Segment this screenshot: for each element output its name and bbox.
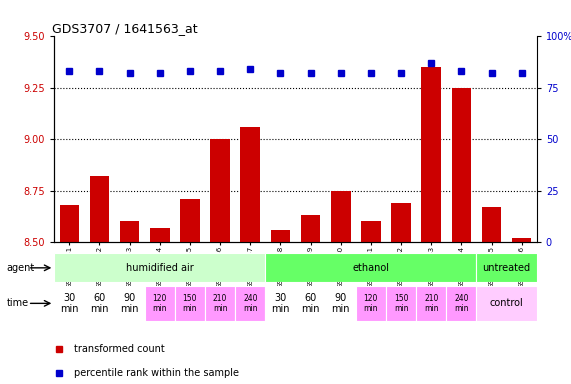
Bar	[476, 286, 537, 321]
Bar	[452, 88, 471, 242]
Text: agent: agent	[7, 263, 35, 273]
Bar	[144, 286, 175, 321]
Text: 60
min: 60 min	[90, 293, 108, 314]
Bar	[266, 253, 476, 282]
Bar	[331, 190, 351, 242]
Text: control: control	[490, 298, 524, 308]
Bar	[356, 286, 386, 321]
Bar	[416, 286, 447, 321]
Bar	[421, 67, 441, 242]
Bar	[235, 286, 266, 321]
Text: 210
min: 210 min	[424, 294, 439, 313]
Text: untreated: untreated	[482, 263, 530, 273]
Bar	[386, 286, 416, 321]
Text: 30
min: 30 min	[271, 293, 289, 314]
Text: percentile rank within the sample: percentile rank within the sample	[74, 368, 239, 378]
Bar	[150, 228, 170, 242]
Text: 120
min: 120 min	[364, 294, 378, 313]
Bar	[180, 199, 200, 242]
Bar	[482, 207, 501, 242]
Bar	[54, 286, 85, 321]
Bar	[85, 286, 115, 321]
Bar	[447, 286, 476, 321]
Text: 150
min: 150 min	[394, 294, 408, 313]
Bar	[175, 286, 205, 321]
Bar	[301, 215, 320, 242]
Bar	[54, 253, 266, 282]
Text: 90
min: 90 min	[332, 293, 350, 314]
Text: 60
min: 60 min	[301, 293, 320, 314]
Bar	[512, 238, 532, 242]
Bar	[120, 222, 139, 242]
Text: 150
min: 150 min	[183, 294, 197, 313]
Bar	[210, 139, 230, 242]
Bar	[266, 286, 296, 321]
Bar	[476, 253, 537, 282]
Bar	[59, 205, 79, 242]
Bar	[325, 286, 356, 321]
Bar	[391, 203, 411, 242]
Text: GDS3707 / 1641563_at: GDS3707 / 1641563_at	[52, 22, 198, 35]
Bar	[205, 286, 235, 321]
Text: 30
min: 30 min	[60, 293, 79, 314]
Text: 90
min: 90 min	[120, 293, 139, 314]
Bar	[115, 286, 144, 321]
Text: 240
min: 240 min	[243, 294, 258, 313]
Text: ethanol: ethanol	[352, 263, 389, 273]
Text: transformed count: transformed count	[74, 344, 164, 354]
Bar	[90, 176, 109, 242]
Text: 210
min: 210 min	[213, 294, 227, 313]
Bar	[296, 286, 325, 321]
Text: time: time	[7, 298, 29, 308]
Text: 240
min: 240 min	[454, 294, 469, 313]
Bar	[271, 230, 290, 242]
Text: humidified air: humidified air	[126, 263, 194, 273]
Text: 120
min: 120 min	[152, 294, 167, 313]
Bar	[361, 222, 381, 242]
Bar	[240, 127, 260, 242]
